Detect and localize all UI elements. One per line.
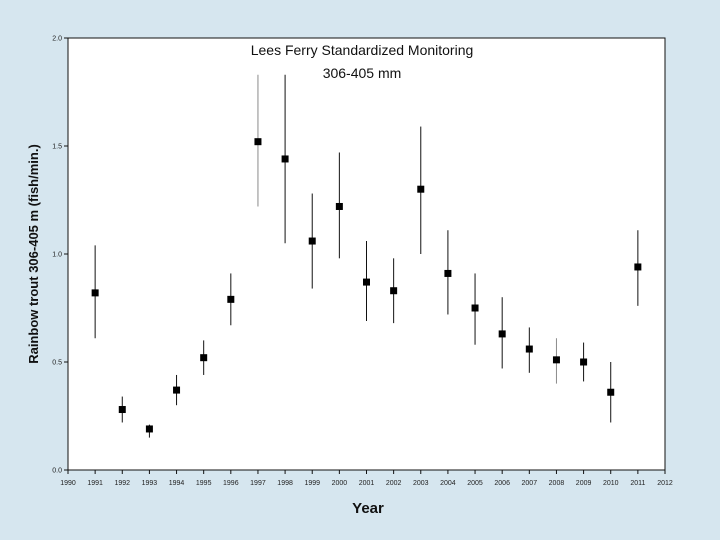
data-point-2009 — [580, 358, 588, 366]
chart-title: Lees Ferry Standardized Monitoring — [251, 42, 474, 58]
x-tick-label: 1990 — [60, 480, 76, 487]
x-tick-label: 1992 — [114, 480, 130, 487]
data-point-2008 — [552, 356, 560, 364]
x-tick-label: 1993 — [142, 480, 158, 487]
y-axis-title: Rainbow trout 306-405 m (fish/min.) — [26, 144, 41, 364]
data-point-1998 — [281, 155, 289, 163]
data-point-2011 — [634, 263, 642, 271]
x-tick-label: 2001 — [359, 480, 375, 487]
x-tick-label: 1997 — [250, 480, 266, 487]
x-tick-label: 2003 — [413, 480, 429, 487]
data-point-2010 — [607, 388, 615, 396]
x-axis-title: Year — [352, 500, 384, 517]
data-point-2002 — [390, 287, 398, 295]
y-tick-label: 0.0 — [52, 468, 62, 475]
x-tick-label: 2008 — [549, 480, 565, 487]
data-point-2005 — [471, 304, 479, 312]
x-tick-label: 2006 — [494, 480, 510, 487]
x-tick-label: 2004 — [440, 480, 456, 487]
data-point-2004 — [444, 269, 452, 277]
y-axis: 0.0 0.5 1.0 1.5 2.0 — [52, 36, 68, 475]
data-point-1997 — [254, 138, 262, 146]
y-tick-label: 0.5 — [52, 360, 62, 367]
data-point-1999 — [308, 237, 316, 245]
data-point-1995 — [200, 354, 208, 362]
data-point-2001 — [363, 278, 370, 286]
data-point-1993 — [145, 425, 153, 433]
x-tick-label: 1995 — [196, 480, 212, 487]
x-tick-label: 2000 — [332, 480, 348, 487]
x-tick-label: 2009 — [576, 480, 592, 487]
data-point-1991 — [91, 289, 99, 297]
x-tick-label: 2002 — [386, 480, 402, 487]
data-point-2007 — [525, 345, 533, 353]
x-tick-label: 2011 — [630, 480, 645, 487]
data-point-1992 — [118, 406, 126, 414]
x-tick-label: 2010 — [603, 480, 619, 487]
x-tick-label: 1994 — [169, 480, 185, 487]
x-tick-label: 2007 — [522, 480, 538, 487]
data-point-1994 — [173, 386, 181, 394]
x-tick-label: 1996 — [223, 480, 239, 487]
x-tick-label: 1999 — [304, 480, 320, 487]
x-axis: 1990 1991 1992 1993 1994 1995 1996 1997 1998 1999… — [60, 470, 673, 487]
x-tick-label: 2005 — [467, 480, 483, 487]
y-tick-label: 2.0 — [52, 36, 62, 43]
chart-subtitle: 306-405 mm — [323, 65, 402, 81]
x-tick-label: 2012 — [657, 480, 673, 487]
data-point-1996 — [227, 295, 235, 303]
data-point-2003 — [417, 185, 425, 193]
data-point-2006 — [498, 330, 506, 338]
x-tick-label: 1998 — [277, 480, 293, 487]
y-tick-label: 1.5 — [52, 144, 62, 151]
data-markers — [91, 138, 642, 433]
x-tick-label: 1991 — [87, 480, 103, 487]
data-point-2000 — [335, 202, 343, 210]
y-tick-label: 1.0 — [52, 252, 62, 259]
